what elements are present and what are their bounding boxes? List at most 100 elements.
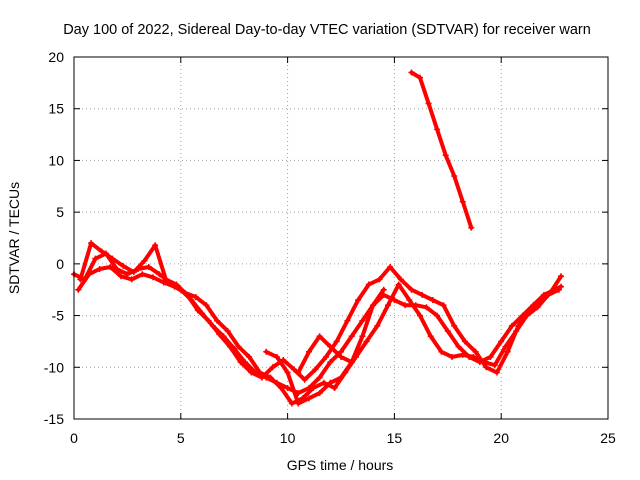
data-point: [284, 369, 291, 376]
data-point: [316, 390, 323, 397]
data-point: [205, 317, 212, 324]
data-point: [338, 374, 344, 381]
y-tick-labels: -15 -10 -5 0 5 10 15 20: [44, 49, 64, 427]
data-point: [434, 312, 441, 319]
data-point: [397, 276, 404, 283]
data-point: [237, 359, 244, 366]
data-point: [214, 317, 221, 324]
x-tick-label: 10: [280, 430, 296, 446]
data-point: [344, 317, 351, 324]
data-point: [545, 291, 552, 298]
data-point: [406, 297, 413, 304]
grid-lines: [74, 57, 608, 419]
data-point: [374, 322, 381, 329]
data-point: [434, 126, 441, 133]
y-axis-label: SDTVAR / TECUs: [6, 182, 22, 294]
data-point: [88, 240, 95, 247]
series-line-track-6: [409, 70, 474, 230]
data-point: [305, 348, 312, 355]
data-point: [295, 400, 302, 407]
data-point: [85, 271, 92, 278]
data-point: [331, 384, 338, 391]
data-point: [470, 353, 477, 360]
data-point: [263, 348, 270, 355]
data-point: [269, 364, 276, 371]
x-tick-label: 20: [493, 430, 509, 446]
data-point: [481, 359, 488, 366]
data-point: [284, 384, 291, 391]
data-point: [278, 384, 285, 391]
data-point: [380, 286, 387, 293]
data-point: [427, 333, 434, 340]
data-point: [248, 369, 255, 376]
data-point: [246, 353, 253, 360]
data-point: [440, 302, 447, 309]
data-point: [363, 338, 370, 345]
data-point: [156, 271, 163, 278]
data-point: [455, 343, 462, 350]
data-point: [107, 263, 114, 270]
data-point: [442, 152, 449, 159]
data-point: [160, 279, 167, 286]
y-tick-label: 20: [48, 49, 64, 65]
data-point: [444, 328, 451, 335]
data-point: [487, 353, 494, 360]
data-point: [333, 338, 340, 345]
data-point: [77, 276, 84, 283]
data-point: [438, 348, 445, 355]
data-point: [513, 328, 520, 335]
data-point: [402, 302, 409, 309]
data-point: [224, 328, 231, 335]
data-point: [419, 291, 426, 298]
data-point: [348, 359, 355, 366]
data-point: [226, 343, 233, 350]
data-point: [523, 312, 530, 319]
data-point: [483, 364, 490, 371]
chart-title: Day 100 of 2022, Sidereal Day-to-day VTE…: [63, 22, 591, 38]
data-point: [338, 348, 344, 355]
x-tick-label: 5: [177, 430, 185, 446]
data-point: [370, 302, 377, 309]
data-point: [150, 274, 157, 281]
data-point: [203, 302, 210, 309]
data-point: [395, 281, 402, 288]
data-point: [75, 286, 82, 293]
data-point: [504, 348, 511, 355]
data-point: [359, 317, 366, 324]
data-point: [384, 302, 391, 309]
data-point: [320, 379, 327, 386]
data-point: [408, 286, 415, 293]
data-point: [425, 100, 432, 107]
data-point: [408, 69, 415, 76]
data-point: [291, 366, 298, 373]
data-point: [376, 276, 383, 283]
data-point: [348, 333, 355, 340]
data-point: [359, 333, 366, 340]
y-tick-label: -5: [52, 308, 65, 324]
data-point: [429, 297, 436, 304]
data-point: [182, 289, 189, 296]
data-point: [310, 384, 317, 391]
data-point: [468, 224, 475, 231]
data-point: [130, 269, 137, 276]
series-layer: [71, 69, 565, 407]
data-point: [145, 263, 152, 270]
data-point: [534, 304, 541, 311]
data-point: [323, 353, 330, 360]
data-point: [355, 297, 362, 304]
data-point: [273, 353, 280, 360]
data-point: [192, 293, 199, 300]
data-point: [555, 286, 562, 293]
data-point: [493, 369, 500, 376]
data-point: [316, 374, 323, 381]
data-point: [502, 343, 509, 350]
x-tick-labels: 0 5 10 15 20 25: [70, 430, 616, 446]
data-point: [498, 338, 505, 345]
data-point: [387, 263, 394, 270]
data-point: [423, 304, 430, 311]
y-tick-label: -10: [44, 359, 64, 375]
data-point: [128, 276, 135, 283]
y-tick-label: 0: [56, 256, 64, 272]
data-point: [194, 307, 201, 314]
data-point: [417, 74, 424, 81]
